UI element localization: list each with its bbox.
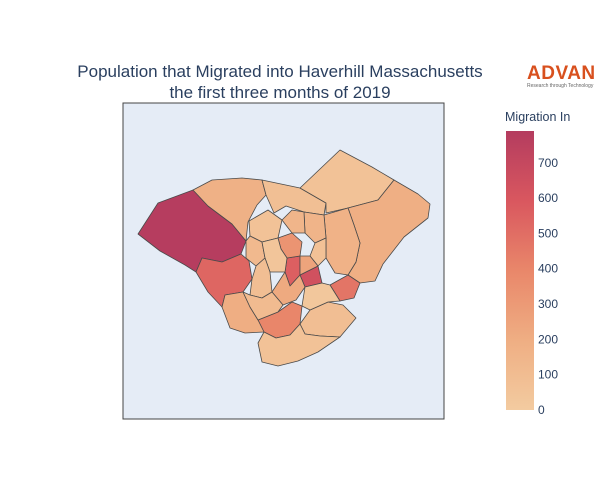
tract-inner-8	[281, 209, 306, 234]
tract-northwest	[192, 177, 267, 242]
colorbar-tick-label: 0	[538, 403, 545, 417]
colorbar-tick-label: 200	[538, 332, 558, 346]
advan-logo: ADVAN Research through Technology	[527, 63, 596, 89]
colorbar-title: Migration In	[505, 110, 571, 124]
tract-inner-9	[309, 237, 327, 267]
tract-inner-6	[301, 282, 341, 311]
colorbar-tick-label: 500	[538, 226, 558, 240]
logo-text: ADVAN	[527, 63, 596, 84]
colorbar-tick-label: 100	[538, 368, 558, 382]
tract-inner-7	[242, 291, 284, 321]
census-tracts	[137, 149, 431, 367]
chart-title-line2: the first three months of 2019	[169, 83, 391, 102]
tract-inner-5	[271, 271, 306, 306]
colorbar-tick-label: 300	[538, 297, 558, 311]
tract-south-east	[257, 323, 341, 367]
colorbar-tick-label: 600	[538, 191, 558, 205]
logo-tagline: Research through Technology	[527, 83, 594, 89]
colorbar-gradient	[506, 131, 534, 410]
tract-inner-10	[299, 255, 319, 276]
chart-title-line1: Population that Migrated into Haverhill …	[77, 62, 483, 81]
colorbar-tick-label: 700	[538, 156, 558, 170]
colorbar: 0 100 200 300 400 500 600 700	[506, 131, 558, 417]
colorbar-tick-label: 400	[538, 262, 558, 276]
